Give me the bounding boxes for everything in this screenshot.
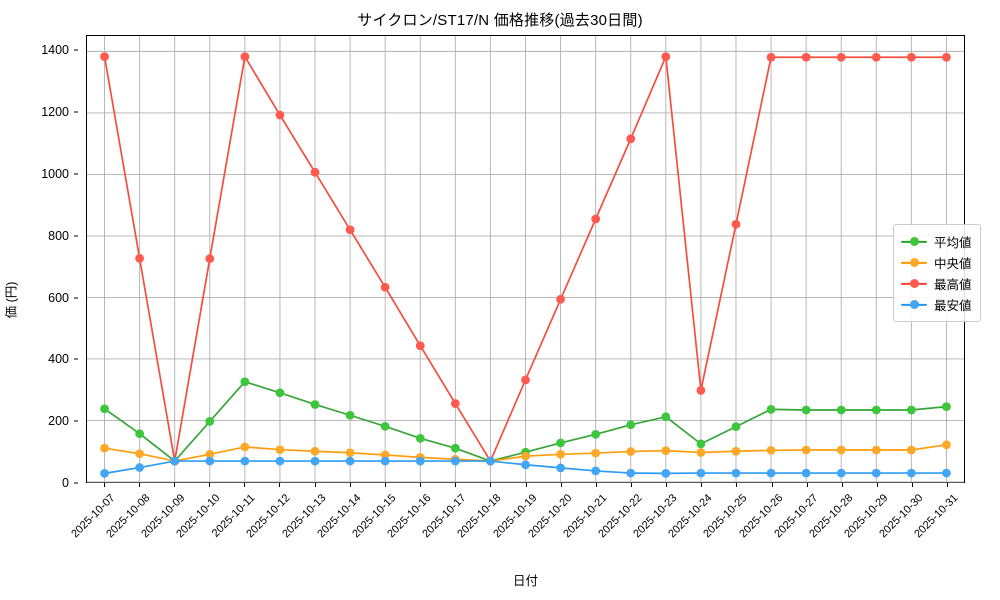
legend-label: 平均値	[934, 236, 972, 250]
x-tick-mark	[877, 483, 879, 487]
chart-title: サイクロン/ST17/N 価格推移(過去30日間)	[357, 12, 643, 29]
y-tick-mark	[74, 235, 78, 237]
x-tick-mark	[103, 483, 105, 487]
y-tick-mark	[74, 297, 78, 299]
y-tick-label: 600	[48, 290, 69, 305]
y-tick-mark	[74, 173, 78, 175]
x-tick-mark	[279, 483, 281, 487]
y-tick-label: 200	[48, 414, 69, 429]
x-tick-mark	[138, 483, 140, 487]
x-tick-mark	[595, 483, 597, 487]
y-tick-mark	[74, 482, 78, 484]
x-tick-mark	[701, 483, 703, 487]
legend-marker-icon	[901, 236, 927, 248]
x-tick-mark	[771, 483, 773, 487]
x-tick-mark	[455, 483, 457, 487]
x-tick-mark	[314, 483, 316, 487]
legend-label: 中央値	[934, 257, 972, 271]
y-tick-mark	[74, 49, 78, 51]
x-tick-mark	[841, 483, 843, 487]
x-axis-tick-labels: 2025-10-07 2025-10-08 2025-10-09 2025-10-10…	[69, 483, 965, 573]
x-tick-mark	[384, 483, 386, 487]
legend-marker-icon	[901, 278, 927, 290]
x-tick-mark	[525, 483, 527, 487]
y-tick-mark	[74, 420, 78, 422]
y-tick-label: 1400	[41, 43, 69, 58]
y-tick-label: 800	[48, 228, 69, 243]
legend-item-2[interactable]: 最高値	[901, 273, 972, 294]
chart-legend: 平均値中央値最高値最安値	[893, 224, 981, 322]
series-3	[100, 456, 951, 478]
legend-marker-icon	[901, 299, 927, 311]
x-tick-mark	[630, 483, 632, 487]
x-axis-label: 日付	[512, 574, 538, 588]
x-tick-mark	[490, 483, 492, 487]
x-tick-mark	[947, 483, 949, 487]
x-tick-mark	[420, 483, 422, 487]
legend-item-0[interactable]: 平均値	[901, 231, 972, 252]
legend-label: 最高値	[934, 278, 972, 292]
x-tick-mark	[209, 483, 211, 487]
x-tick-mark	[666, 483, 668, 487]
legend-label: 最安値	[934, 299, 972, 313]
y-tick-label: 0	[62, 476, 69, 490]
series-2	[100, 52, 951, 466]
x-tick-mark	[912, 483, 914, 487]
legend-item-1[interactable]: 中央値	[901, 252, 972, 273]
y-tick-label: 400	[48, 352, 69, 367]
x-tick-mark	[244, 483, 246, 487]
plot-area	[86, 35, 965, 483]
y-tick-mark	[74, 111, 78, 113]
y-axis-tick-labels: 0 200 400 600 800 1000 1200 1400	[0, 35, 78, 490]
x-tick-mark	[560, 483, 562, 487]
legend-item-3[interactable]: 最安値	[901, 294, 972, 315]
y-tick-label: 1000	[41, 167, 69, 182]
y-tick-mark	[74, 358, 78, 360]
legend-marker-icon	[901, 257, 927, 269]
x-tick-mark	[736, 483, 738, 487]
x-tick-mark	[173, 483, 175, 487]
x-tick-mark	[349, 483, 351, 487]
y-tick-label: 1200	[41, 105, 69, 120]
data-series-layer	[100, 52, 951, 478]
x-tick-mark	[806, 483, 808, 487]
